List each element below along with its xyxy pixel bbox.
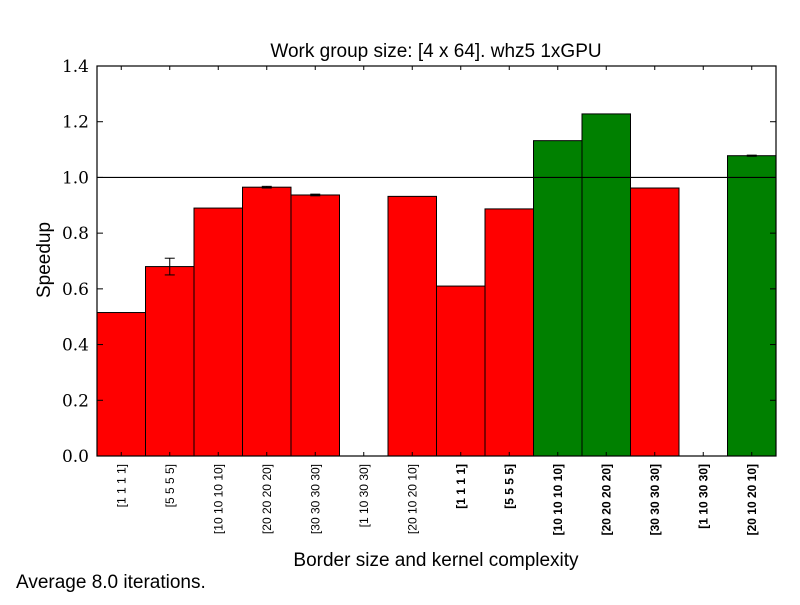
bar-11 (630, 187, 680, 457)
x-axis-ticks: [1 1 1 1] [5 5 5 5] [10 10 10 10] [20 20 20… (114, 66, 759, 535)
x-axis-label: Border size and kernel complexity (293, 550, 579, 571)
y-axis-label: Speedup (34, 222, 55, 298)
y-tick-label-3: 0.6 (62, 280, 89, 300)
errorbar-13 (746, 154, 757, 157)
bar-13 (727, 155, 777, 457)
x-tick-label-11: [30 30 30 30] (648, 464, 662, 535)
bars-group (96, 113, 777, 457)
x-tick-label-1: [5 5 5 5] (163, 464, 177, 507)
y-tick-label-1: 0.2 (62, 391, 89, 411)
plot-frame (96, 65, 777, 457)
bar-2 (193, 207, 243, 457)
errorbar-3 (261, 185, 272, 189)
y-tick-label-6: 1.2 (62, 113, 89, 133)
x-tick-label-4: [30 30 30 30] (308, 464, 322, 534)
x-tick-label-13: [20 10 20 10] (745, 464, 759, 535)
x-tick-label-5: [1 10 30 30] (357, 464, 371, 527)
errorbar-1 (164, 257, 175, 276)
footer-note: Average 8.0 iterations. (16, 572, 206, 593)
x-tick-label-12: [1 10 30 30] (696, 464, 710, 529)
chart-title: Work group size: [4 x 64]. whz5 1xGPU (270, 41, 601, 62)
bar-10 (581, 113, 631, 457)
y-tick-label-5: 1.0 (62, 168, 89, 188)
errorbar-4 (310, 193, 321, 197)
y-tick-label-2: 0.4 (62, 336, 89, 356)
x-tick-label-10: [20 20 20 20] (599, 464, 613, 535)
bar-9 (533, 140, 583, 457)
bar-3 (242, 186, 292, 457)
x-tick-label-6: [20 10 20 10] (405, 464, 419, 534)
x-tick-label-9: [10 10 10 10] (551, 464, 565, 535)
bar-4 (290, 194, 340, 457)
bar-1 (145, 266, 195, 457)
y-axis-ticks: 0.0 0.2 0.4 0.6 0.8 1.0 1.2 1.4 (62, 57, 776, 467)
x-tick-label-7: [1 1 1 1] (454, 464, 468, 509)
x-tick-label-2: [10 10 10 10] (211, 464, 225, 534)
x-tick-label-3: [20 20 20 20] (260, 464, 274, 534)
x-tick-label-8: [5 5 5 5] (502, 464, 516, 509)
x-tick-label-0: [1 1 1 1] (114, 464, 128, 507)
bar-7 (436, 285, 486, 457)
y-tick-label-4: 0.8 (62, 224, 89, 244)
y-tick-label-0: 0.0 (62, 447, 89, 467)
errorbars-group (164, 154, 757, 276)
bar-8 (484, 208, 534, 457)
bar-6 (387, 195, 437, 457)
bar-0 (96, 312, 146, 457)
y-tick-label-7: 1.4 (62, 57, 89, 77)
